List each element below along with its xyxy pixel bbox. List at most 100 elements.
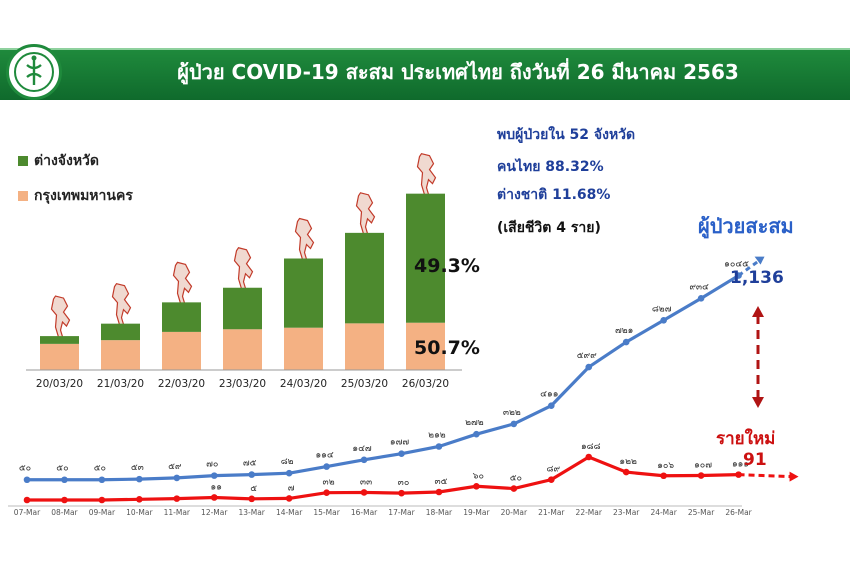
new-cases-callout-value: 91: [743, 450, 767, 470]
point-new-5: [210, 494, 218, 501]
legend-swatch-province: [18, 156, 28, 166]
point-new-0: [23, 496, 31, 504]
bar-bangkok-0: [40, 343, 79, 370]
x-tick-label-6: 13-Mar: [238, 508, 265, 517]
point-new-2: [98, 496, 106, 504]
x-tick-label-19: 26-Mar: [725, 508, 752, 517]
bar-province-0: [40, 336, 79, 344]
bar-province-2: [162, 302, 201, 332]
province-map-5: [355, 192, 376, 239]
point-new-13: [510, 485, 518, 492]
point-new-19: [735, 471, 742, 478]
province-map-6: [416, 152, 437, 199]
data-label-cumulative-15: ๕๙๙: [577, 351, 597, 361]
point-cumulative-13: [510, 420, 518, 428]
header-band: [0, 48, 850, 100]
ministry-logo: [6, 44, 62, 100]
x-tick-label-16: 23-Mar: [613, 508, 640, 517]
bar-category-label-5: 25/03/20: [341, 378, 388, 390]
point-cumulative-15: [585, 363, 593, 371]
data-label-cumulative-2: ๕๐: [94, 464, 106, 474]
point-new-10: [398, 489, 405, 497]
data-label-new-5: ๑๑: [211, 482, 222, 492]
x-tick-label-5: 12-Mar: [201, 508, 228, 517]
data-label-cumulative-7: ๘๒: [281, 457, 294, 467]
x-tick-label-17: 24-Mar: [650, 508, 677, 517]
bar-category-label-0: 20/03/20: [36, 378, 83, 390]
percent-province: 49.3%: [414, 255, 480, 277]
bar-category-label-1: 21/03/20: [97, 378, 144, 390]
point-cumulative-18: [697, 295, 705, 302]
x-tick-label-13: 20-Mar: [501, 508, 528, 517]
bar-province-3: [223, 287, 262, 330]
data-label-new-19: ๑๑๑: [732, 460, 749, 470]
x-tick-label-15: 22-Mar: [576, 508, 603, 517]
data-label-new-12: ๖๐: [473, 471, 484, 481]
cumulative-callout-label: ผู้ป่วยสะสม: [698, 214, 794, 238]
point-new-14: [548, 476, 555, 483]
x-tick-label-14: 21-Mar: [538, 508, 565, 517]
x-tick-label-12: 19-Mar: [463, 508, 490, 517]
bar-province-6: [406, 193, 445, 323]
data-label-new-11: ๓๕: [434, 477, 447, 487]
projection-cumulative-arrow: [737, 258, 762, 277]
legend-bangkok: กรุงเทพมหานคร: [18, 185, 133, 207]
gap-arrow-up: [752, 306, 764, 317]
x-tick-label-1: 08-Mar: [51, 508, 78, 517]
x-tick-label-11: 18-Mar: [426, 508, 453, 517]
point-cumulative-0: [23, 476, 31, 484]
x-tick-label-8: 15-Mar: [313, 508, 340, 517]
province-map-shape-0: [50, 295, 71, 342]
page-title: ผู้ป่วย COVID-19 สะสม ประเทศไทย ถึงวันที…: [177, 60, 739, 84]
point-new-12: [473, 482, 480, 490]
point-new-11: [435, 488, 443, 496]
projection-cumulative-arrowhead: [754, 256, 765, 265]
point-new-4: [173, 495, 181, 502]
data-label-new-14: ๘๙: [547, 465, 561, 475]
data-label-new-17: ๑๐๖: [657, 461, 674, 471]
point-cumulative-14: [548, 402, 555, 409]
point-new-3: [136, 496, 143, 503]
info-provinces: พบผู้ป่วยใน 52 จังหวัด: [497, 127, 636, 143]
point-cumulative-12: [473, 430, 480, 438]
data-label-new-8: ๓๒: [323, 478, 335, 488]
bar-bangkok-2: [162, 331, 201, 370]
data-label-new-7: ๗: [288, 483, 295, 493]
data-label-cumulative-18: ๙๓๔: [689, 282, 709, 292]
bar-category-label-4: 24/03/20: [280, 378, 327, 390]
province-map-shape-3: [233, 247, 254, 294]
point-cumulative-8: [323, 463, 330, 470]
data-label-new-18: ๑๐๗: [694, 461, 712, 471]
point-new-18: [697, 472, 705, 479]
point-cumulative-9: [360, 456, 368, 464]
data-label-cumulative-8: ๑๑๔: [315, 451, 333, 461]
info-deaths: (เสียชีวิต 4 ราย): [497, 220, 601, 236]
x-tick-label-0: 07-Mar: [14, 508, 41, 517]
province-map-1: [111, 282, 132, 329]
bar-province-5: [345, 232, 384, 324]
point-cumulative-16: [622, 338, 630, 346]
data-label-new-6: ๕: [250, 484, 257, 494]
data-label-new-15: ๑๘๘: [581, 442, 601, 452]
data-label-cumulative-10: ๑๗๗: [390, 438, 409, 448]
point-new-16: [622, 468, 630, 476]
data-label-new-9: ๓๓: [360, 477, 372, 487]
legend-province: ต่างจังหวัด: [18, 150, 99, 172]
x-tick-label-9: 16-Mar: [351, 508, 378, 517]
point-new-17: [660, 472, 667, 480]
point-new-15: [585, 453, 593, 461]
province-map-shape-4: [294, 217, 315, 264]
point-cumulative-10: [398, 450, 405, 457]
point-cumulative-5: [210, 472, 218, 479]
data-label-cumulative-16: ๗๒๑: [615, 326, 633, 336]
projection-new-arrowhead: [789, 471, 799, 482]
cumulative-callout-value: 1,136: [730, 268, 784, 288]
x-tick-label-18: 25-Mar: [688, 508, 715, 517]
data-label-cumulative-12: ๒๗๒: [465, 418, 484, 428]
bar-category-label-2: 22/03/20: [158, 378, 205, 390]
bar-province-4: [284, 258, 323, 328]
point-new-6: [248, 495, 255, 503]
x-tick-label-10: 17-Mar: [388, 508, 415, 517]
data-label-cumulative-0: ๕๐: [19, 464, 31, 474]
